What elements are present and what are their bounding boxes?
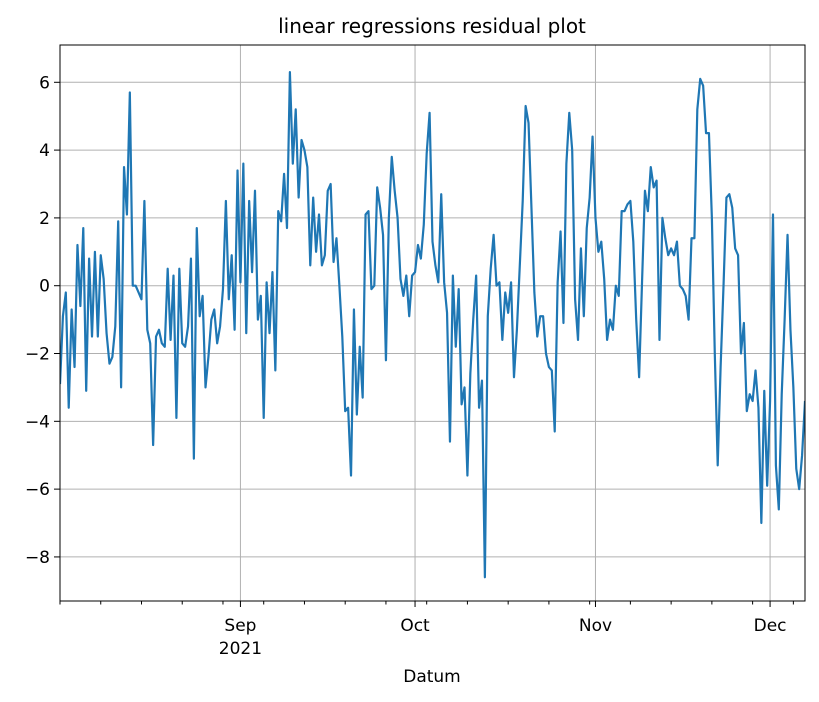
x-axis-label: Datum [403,667,461,687]
x-tick-label: Oct [400,616,430,636]
y-tick-label: −6 [25,480,50,500]
y-tick-label: −4 [25,412,50,432]
y-tick-label: 6 [39,73,50,93]
plot-frame [59,44,806,602]
series-group [60,71,805,579]
chart-title: linear regressions residual plot [278,14,586,38]
y-tick-label: −8 [25,548,50,568]
y-tick-label: 2 [39,209,50,229]
x-tick-label: Nov [579,616,612,636]
residual-series-line [60,71,805,579]
x-tick-year-label: 2021 [219,639,262,659]
y-tick-label: 4 [39,141,50,161]
x-axis: Sep 2021 Oct Nov Dec [59,601,794,659]
grid-lines [60,45,805,601]
y-axis: 6 4 2 0 −2 −4 −6 −8 [25,73,60,568]
x-tick-label: Dec [754,616,787,636]
x-tick-label: Sep [224,616,256,636]
y-tick-label: −2 [25,345,50,365]
y-tick-label: 0 [39,277,50,297]
